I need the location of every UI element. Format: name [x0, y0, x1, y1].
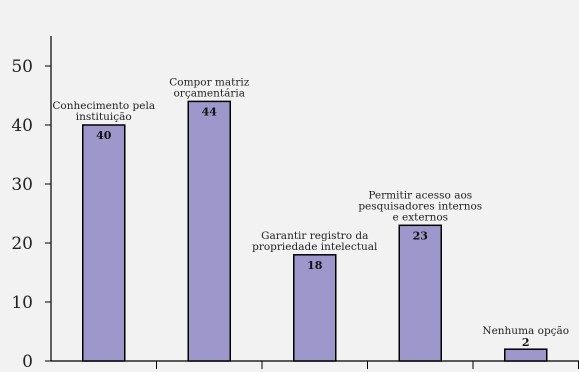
y-tick-label: 40 — [11, 116, 33, 136]
category-label: pesquisadores internos — [358, 200, 482, 212]
bar — [398, 224, 442, 362]
data-label: 18 — [307, 259, 323, 272]
y-tick-label: 20 — [11, 234, 33, 254]
data-label: 44 — [202, 105, 218, 118]
category-label: Conhecimento pela — [52, 100, 155, 112]
bar — [82, 124, 126, 362]
bar — [504, 348, 548, 362]
category-label: Nenhuma opção — [482, 325, 569, 337]
y-tick-label: 50 — [11, 57, 33, 77]
bar — [187, 100, 231, 362]
y-tick-label: 0 — [22, 352, 33, 372]
bar — [293, 254, 337, 362]
category-label: e externos — [392, 211, 448, 223]
category-label: Garantir registro da — [261, 230, 368, 242]
bars — [82, 100, 548, 362]
category-label: instituição — [76, 111, 132, 123]
category-label: orçamentária — [173, 87, 245, 99]
category-label: propriedade intelectual — [252, 241, 378, 253]
data-label: 2 — [522, 336, 530, 349]
y-tick-label: 30 — [11, 175, 33, 195]
y-tick-label: 10 — [11, 293, 33, 313]
axes: 0 10 20 30 40 50 — [11, 36, 579, 372]
category-label: Permitir acesso aos — [368, 189, 472, 201]
category-label: Compor matriz — [169, 76, 250, 88]
data-label: 23 — [413, 229, 428, 242]
data-label: 40 — [96, 129, 112, 142]
